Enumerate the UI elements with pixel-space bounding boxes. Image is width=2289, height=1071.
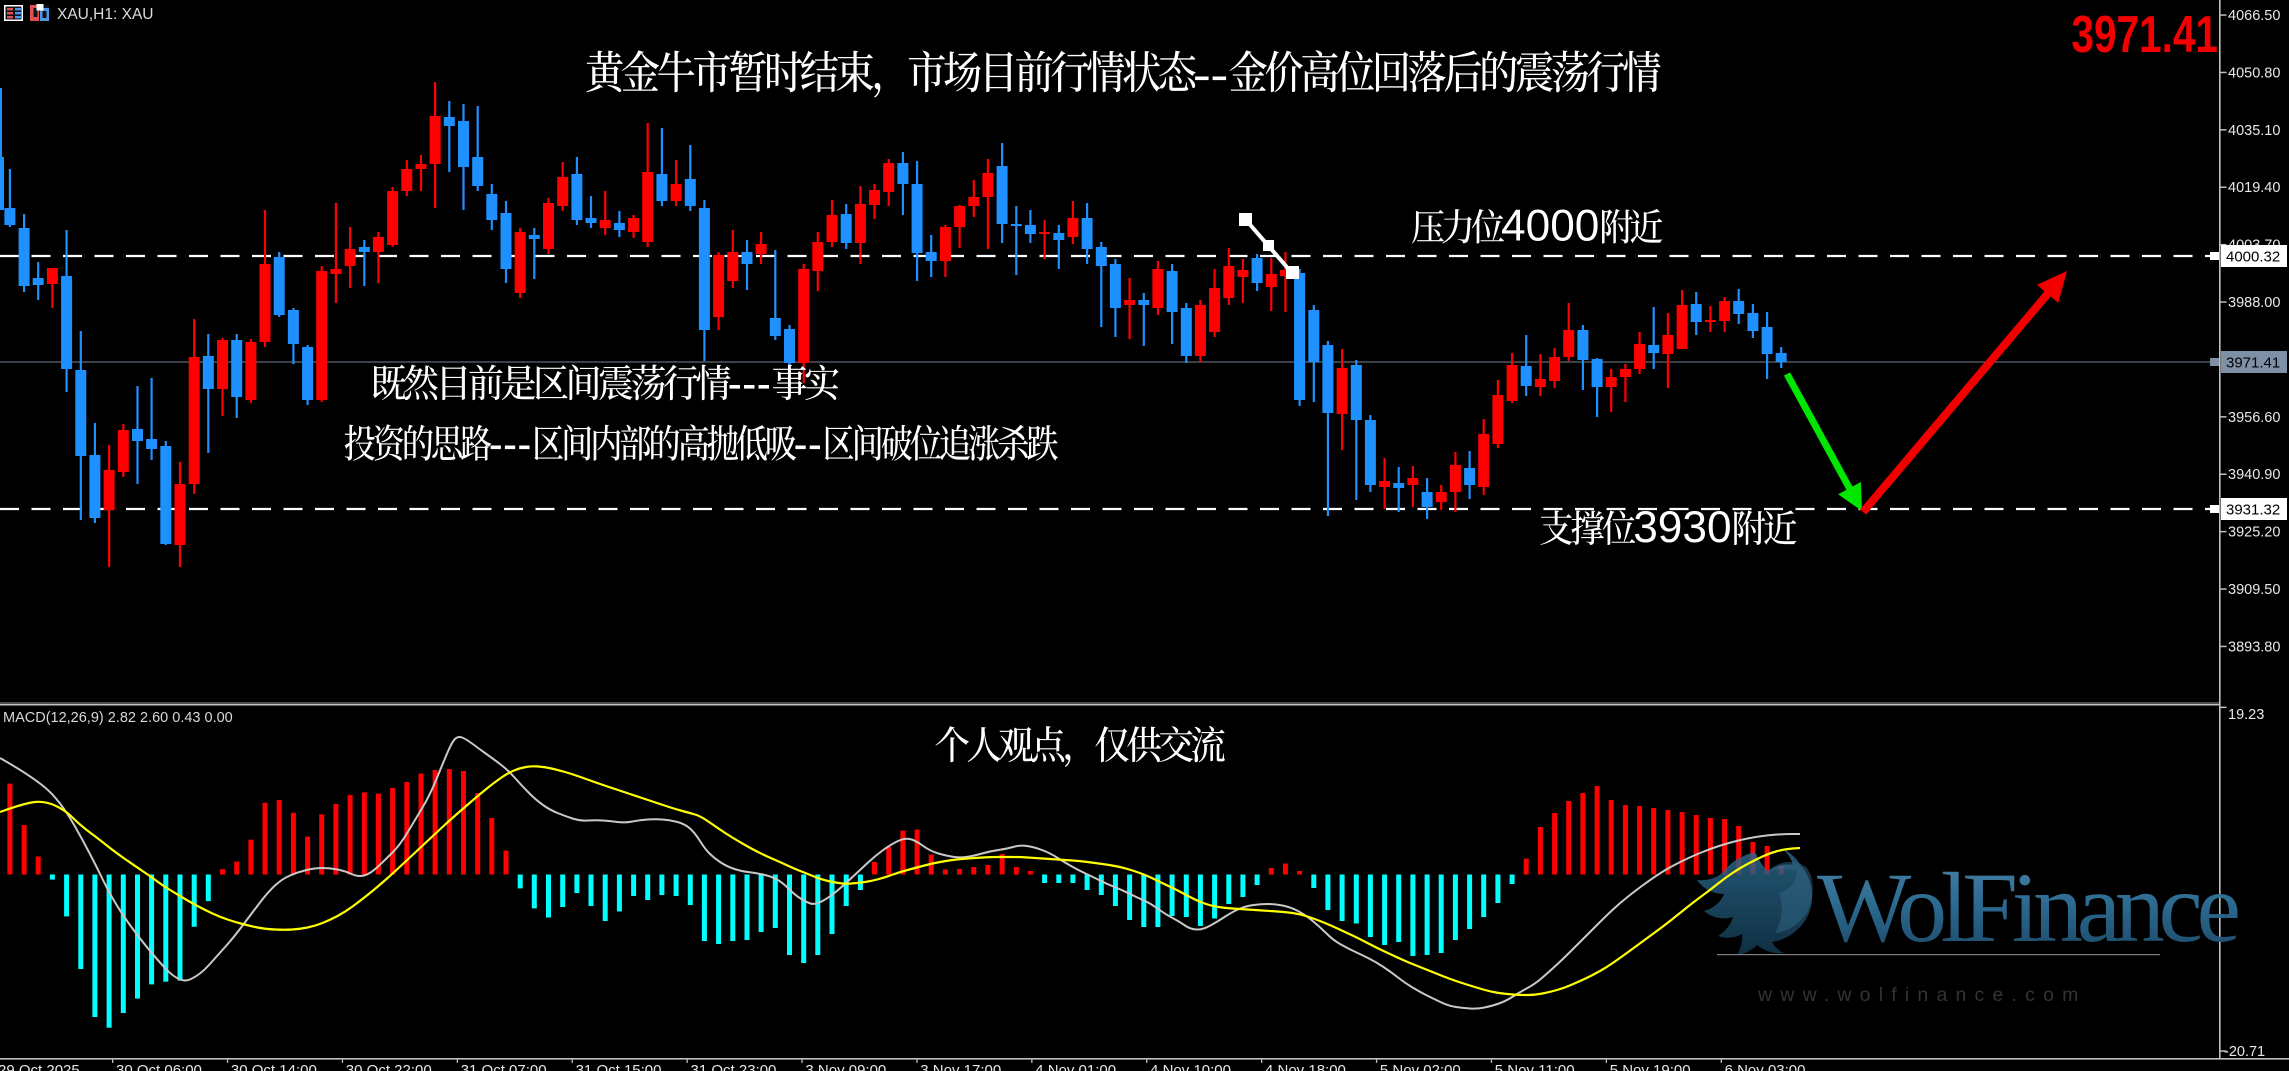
svg-text:4 Nov 18:00: 4 Nov 18:00 bbox=[1265, 1062, 1346, 1071]
svg-text:3 Nov 09:00: 3 Nov 09:00 bbox=[805, 1062, 886, 1071]
svg-text:3909.50: 3909.50 bbox=[2228, 582, 2280, 598]
svg-text:4050.80: 4050.80 bbox=[2228, 65, 2280, 81]
svg-text:0: 0 bbox=[1707, 503, 1732, 552]
svg-text:-20.71: -20.71 bbox=[2224, 1044, 2265, 1060]
svg-text:0: 0 bbox=[1575, 202, 1600, 251]
svg-text:4000.32: 4000.32 bbox=[2226, 249, 2280, 266]
svg-text:4035.10: 4035.10 bbox=[2228, 123, 2280, 139]
svg-text:30 Oct 06:00: 30 Oct 06:00 bbox=[116, 1062, 202, 1071]
svg-text:30 Oct 14:00: 30 Oct 14:00 bbox=[231, 1062, 317, 1071]
svg-text:4 Nov 10:00: 4 Nov 10:00 bbox=[1150, 1062, 1231, 1071]
svg-text:3 Nov 17:00: 3 Nov 17:00 bbox=[920, 1062, 1001, 1071]
svg-text:XAU,H1: XAU: XAU,H1: XAU bbox=[57, 6, 153, 23]
svg-text:4 Nov 01:00: 4 Nov 01:00 bbox=[1035, 1062, 1116, 1071]
svg-text:3956.60: 3956.60 bbox=[2228, 410, 2280, 426]
svg-text:3940.90: 3940.90 bbox=[2228, 467, 2280, 483]
svg-text:WolFinance: WolFinance bbox=[1817, 852, 2241, 963]
svg-text:0: 0 bbox=[1526, 202, 1551, 251]
svg-text:www.wolfinance.com: www.wolfinance.com bbox=[1757, 984, 2087, 1006]
svg-text:3: 3 bbox=[1682, 503, 1707, 552]
svg-text:4019.40: 4019.40 bbox=[2228, 180, 2280, 196]
svg-text:29 Oct 2025: 29 Oct 2025 bbox=[0, 1062, 80, 1071]
svg-text:9: 9 bbox=[1658, 503, 1683, 552]
svg-text:6 Nov 03:00: 6 Nov 03:00 bbox=[1725, 1062, 1806, 1071]
svg-text:MACD(12,26,9) 2.82 2.60 0.43 0: MACD(12,26,9) 2.82 2.60 0.43 0.00 bbox=[3, 710, 233, 726]
svg-text:3988.00: 3988.00 bbox=[2228, 295, 2280, 311]
svg-text:5 Nov 11:00: 5 Nov 11:00 bbox=[1495, 1062, 1575, 1071]
svg-text:30 Oct 22:00: 30 Oct 22:00 bbox=[346, 1062, 432, 1071]
svg-text:5 Nov 19:00: 5 Nov 19:00 bbox=[1610, 1062, 1691, 1071]
svg-text:3: 3 bbox=[1633, 503, 1658, 552]
svg-text:0: 0 bbox=[1550, 202, 1575, 251]
svg-text:3893.80: 3893.80 bbox=[2228, 639, 2280, 655]
svg-text:31 Oct 07:00: 31 Oct 07:00 bbox=[461, 1062, 547, 1071]
svg-text:3971.41: 3971.41 bbox=[2071, 5, 2218, 63]
svg-text:4: 4 bbox=[1501, 202, 1526, 251]
svg-text:3971.41: 3971.41 bbox=[2226, 355, 2280, 372]
svg-text:31 Oct 15:00: 31 Oct 15:00 bbox=[576, 1062, 662, 1071]
svg-text:3931.32: 3931.32 bbox=[2226, 502, 2280, 519]
svg-text:3925.20: 3925.20 bbox=[2228, 525, 2280, 541]
svg-text:4066.50: 4066.50 bbox=[2228, 8, 2280, 24]
svg-text:5 Nov 02:00: 5 Nov 02:00 bbox=[1380, 1062, 1461, 1071]
svg-text:31 Oct 23:00: 31 Oct 23:00 bbox=[691, 1062, 777, 1071]
svg-text:19.23: 19.23 bbox=[2228, 707, 2264, 723]
